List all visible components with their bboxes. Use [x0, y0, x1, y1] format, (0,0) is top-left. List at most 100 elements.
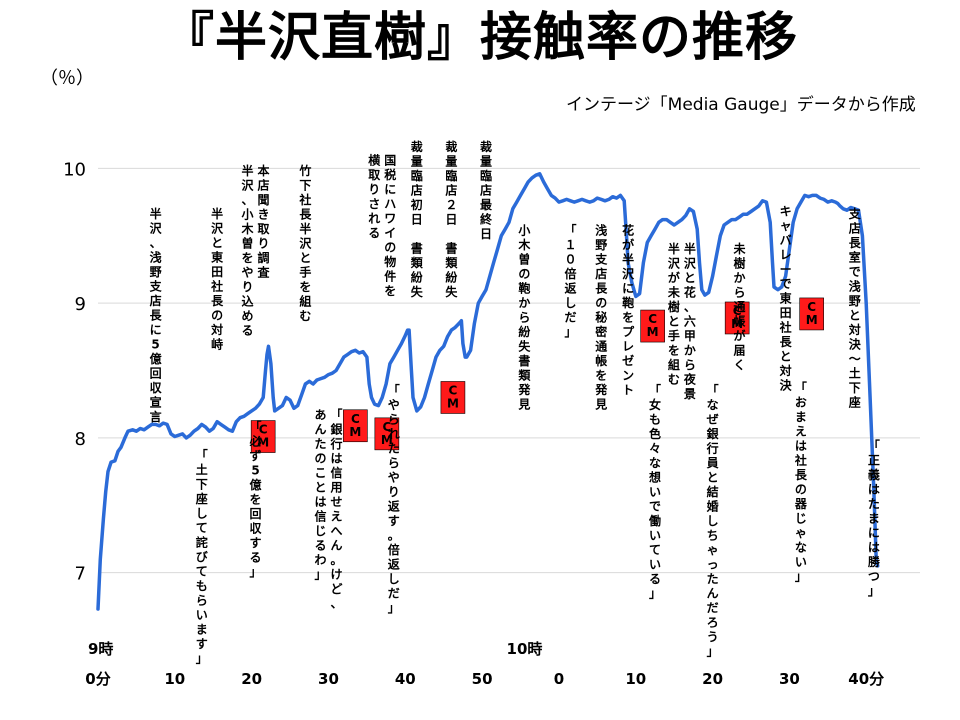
- annotation-char: 倍: [388, 542, 400, 557]
- annotation-char: は: [330, 451, 342, 465]
- annotation-char: 店: [411, 182, 423, 197]
- annotation-char: ャ: [780, 219, 792, 233]
- annotation-char: ト: [622, 383, 634, 397]
- annotation-char: 臨: [480, 168, 492, 183]
- annotation-char: 半: [241, 163, 253, 178]
- cm-marker-label: M: [731, 317, 743, 331]
- annotation-char: 半: [684, 241, 696, 256]
- annotation-char: と: [849, 309, 861, 323]
- y-tick-label: 10: [63, 159, 86, 180]
- annotation-char: 室: [849, 250, 861, 265]
- annotation-char: 沢: [668, 256, 681, 271]
- annotation-char: 「: [707, 383, 719, 398]
- annotation-char: 長: [299, 207, 312, 222]
- annotation-char: す: [249, 536, 261, 550]
- annotation-char: い: [795, 555, 807, 569]
- annotation-char: を: [299, 280, 311, 294]
- annotation-char: 支: [848, 206, 862, 221]
- cm-marker-label: M: [447, 396, 459, 410]
- annotation-char: 類: [444, 255, 458, 270]
- annotation-char: ワ: [384, 211, 396, 225]
- annotation-char: 浅: [849, 279, 861, 294]
- annotation-char: 東: [780, 291, 792, 306]
- annotation-char: 花: [684, 285, 696, 300]
- x-tick-label: 30: [318, 670, 339, 688]
- annotation-char: 花: [622, 222, 634, 237]
- annotation-char: ら: [388, 413, 400, 427]
- annotation-char: 社: [210, 279, 223, 294]
- annotation-char: プ: [622, 324, 635, 339]
- annotation-char: 正: [868, 453, 880, 467]
- annotation-char: お: [795, 396, 807, 410]
- annotation-char: 半: [211, 206, 223, 221]
- annotation-char: う: [707, 630, 719, 644]
- annotation-char: 竹: [298, 163, 311, 178]
- annotation-char: 田: [780, 306, 792, 320]
- annotation-char: て: [196, 564, 208, 578]
- annotation-char: む: [299, 309, 311, 323]
- annotation-char: い: [196, 608, 208, 622]
- cm-marker-label: C: [449, 383, 458, 397]
- annotation-char: 見: [517, 396, 530, 411]
- annotation-char: 発: [517, 382, 531, 397]
- annotation-char: 、: [150, 236, 162, 250]
- annotation-char: 鞄: [622, 295, 634, 310]
- annotation-char: 量: [480, 154, 492, 168]
- annotation-char: 社: [779, 320, 792, 335]
- annotation-char: 」: [196, 651, 208, 665]
- annotation-char: 下: [196, 477, 208, 491]
- annotation-char: か: [684, 344, 696, 358]
- annotation-char: な: [795, 541, 807, 555]
- annotation-char: ち: [707, 529, 719, 543]
- annotation-char: 組: [668, 357, 680, 372]
- annotation-char: 」: [388, 601, 400, 615]
- x-tick-label: 40分: [848, 670, 884, 688]
- annotation-char: 通: [595, 338, 607, 353]
- annotation-char: 失: [518, 338, 531, 353]
- annotation-char: 婚: [707, 499, 719, 514]
- annotation-char: す: [388, 514, 400, 528]
- annotation-char: 土: [196, 462, 208, 477]
- annotation-char: 紛: [518, 324, 530, 339]
- cm-marker-label: M: [349, 425, 361, 439]
- annotation-char: ら: [518, 310, 530, 324]
- annotation-char: 信: [330, 465, 342, 480]
- annotation-char: 働: [648, 513, 661, 528]
- annotation-char: っ: [707, 558, 719, 572]
- annotation-char: だ: [707, 601, 719, 615]
- annotation-char: た: [388, 442, 400, 456]
- annotation-char: き: [257, 208, 269, 222]
- annotation-char: ま: [196, 622, 208, 636]
- annotation-char: 店: [849, 221, 861, 236]
- annotation-char: 沢: [150, 221, 163, 236]
- annotation-char: 物: [384, 254, 396, 269]
- annotation-char: 店: [480, 182, 492, 197]
- annotation-char: 紛: [445, 269, 457, 284]
- annotation-char: 「: [249, 419, 261, 434]
- annotation-char: り: [388, 485, 400, 499]
- annotation-char: 勝: [868, 554, 881, 569]
- annotation-char: こ: [314, 466, 326, 480]
- annotation-char: 」: [249, 565, 261, 579]
- annotation-char: 最: [480, 198, 493, 212]
- annotation-char: 裁: [411, 139, 423, 154]
- annotation-char: 銀: [329, 421, 342, 436]
- annotation-char: を: [384, 284, 396, 298]
- annotation-char: す: [196, 637, 208, 651]
- cm-marker: [799, 297, 824, 331]
- annotation-char: 類: [517, 367, 531, 382]
- annotation-char: 倍: [564, 266, 576, 281]
- cm-marker-label: C: [351, 412, 360, 426]
- annotation-char: あ: [314, 408, 326, 422]
- annotation-char: 査: [256, 265, 270, 280]
- annotation-char: 」: [868, 584, 880, 598]
- x-tick-label: 10: [164, 670, 185, 688]
- annotation-char: 対: [210, 322, 223, 337]
- annotation-char: ら: [684, 358, 696, 372]
- annotation-char: 、: [330, 596, 342, 610]
- annotation-char: 長: [780, 334, 793, 349]
- x-tick-label: 0分: [85, 670, 110, 688]
- x-tick-label: 0: [554, 670, 564, 688]
- x-tick-label: 20: [241, 670, 262, 688]
- annotation-char: だ: [388, 587, 400, 601]
